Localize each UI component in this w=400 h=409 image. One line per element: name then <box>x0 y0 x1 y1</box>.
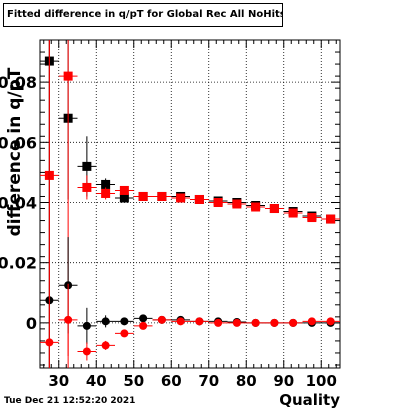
data-point-square <box>82 161 92 171</box>
x-tick-label: 50 <box>123 372 144 390</box>
data-point-circle <box>120 329 129 338</box>
x-tick-label: 80 <box>236 372 257 390</box>
data-point-square <box>194 194 204 204</box>
y-tick-label: 0.08 <box>0 73 37 92</box>
y-tick-label: 0 <box>26 314 37 333</box>
plot-frame <box>39 39 341 369</box>
data-point-circle <box>251 318 260 327</box>
data-point-circle <box>195 317 204 326</box>
data-point-square <box>119 193 129 203</box>
data-point-square <box>101 188 111 198</box>
x-tick-label: 100 <box>306 372 337 390</box>
data-point-square <box>326 214 336 224</box>
data-point-circle <box>214 318 223 327</box>
data-point-square <box>176 193 186 203</box>
data-point-circle <box>101 317 110 326</box>
data-point-circle <box>120 317 129 326</box>
x-tick-labels: 30 40 50 60 70 80 90 100 <box>48 372 337 390</box>
data-point-circle <box>64 315 73 324</box>
data-point-square <box>101 179 111 189</box>
data-point-circle <box>157 315 166 324</box>
y-axis-label: difference in q/pT <box>5 67 25 236</box>
x-tick-label: 30 <box>48 372 69 390</box>
data-point-square <box>232 199 242 209</box>
data-point-circle <box>45 338 54 347</box>
x-axis-label: Quality <box>279 391 340 409</box>
data-point-square <box>157 191 167 201</box>
data-point-circle <box>139 321 148 330</box>
y-tick-label: 0.02 <box>0 254 37 273</box>
y-tick-labels: 0 0.02 0.04 0.06 0.08 <box>0 73 37 333</box>
x-tick-label: 40 <box>86 372 107 390</box>
data-point-circle <box>307 317 316 326</box>
x-tick-label: 90 <box>273 372 294 390</box>
data-point-square <box>288 208 298 218</box>
y-tick-label: 0.04 <box>0 193 37 212</box>
data-point-circle <box>82 321 91 330</box>
data-point-circle <box>232 318 241 327</box>
data-point-circle <box>326 317 335 326</box>
data-point-circle <box>139 314 148 323</box>
data-point-square <box>63 71 73 81</box>
data-point-circle <box>82 347 91 356</box>
data-marks <box>40 40 340 368</box>
axis-ticks <box>40 40 340 368</box>
data-point-square <box>138 191 148 201</box>
data-point-square <box>307 213 317 223</box>
x-tick-label: 60 <box>161 372 182 390</box>
data-point-square <box>82 182 92 192</box>
data-point-square <box>251 202 261 212</box>
data-point-square <box>213 197 223 207</box>
data-point-square <box>119 185 129 195</box>
chart-title: Fitted difference in q/pT for Global Rec… <box>3 3 283 27</box>
x-tick-label: 70 <box>198 372 219 390</box>
timestamp-label: Tue Dec 21 12:52:20 2021 <box>4 396 136 406</box>
data-point-square <box>269 204 279 214</box>
y-tick-label: 0.06 <box>0 133 37 152</box>
data-point-circle <box>270 318 279 327</box>
grid-lines <box>40 40 340 368</box>
data-point-circle <box>101 341 110 350</box>
data-point-circle <box>289 318 298 327</box>
data-point-circle <box>176 317 185 326</box>
